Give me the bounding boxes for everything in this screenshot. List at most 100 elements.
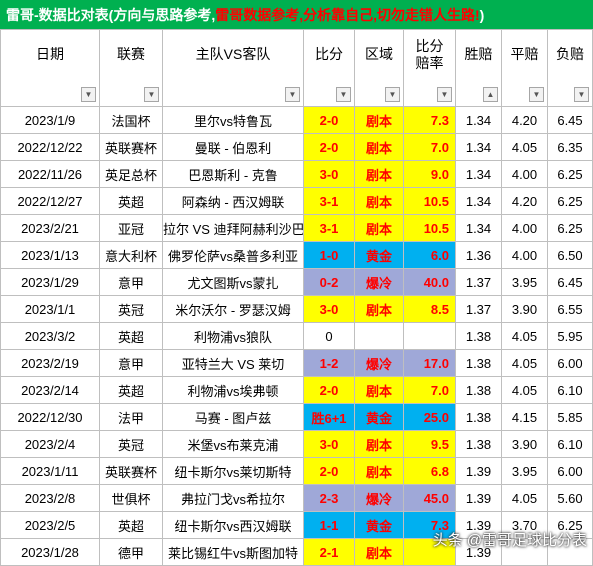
- cell-loss[interactable]: 6.25: [547, 511, 593, 539]
- cell-zone[interactable]: 黄金: [354, 403, 404, 431]
- cell-zone[interactable]: 剧本: [354, 106, 404, 134]
- cell-date[interactable]: 2022/11/26: [0, 160, 100, 188]
- cell-win[interactable]: 1.37: [455, 268, 502, 296]
- cell-league[interactable]: 意大利杯: [99, 241, 163, 269]
- cell-score[interactable]: 3-0: [303, 430, 355, 458]
- cell-league[interactable]: 英足总杯: [99, 160, 163, 188]
- cell-rate[interactable]: 7.3: [403, 511, 456, 539]
- cell-win[interactable]: 1.34: [455, 187, 502, 215]
- cell-date[interactable]: 2023/1/11: [0, 457, 100, 485]
- cell-rate[interactable]: 7.3: [403, 106, 456, 134]
- cell-rate[interactable]: [403, 322, 456, 350]
- cell-score[interactable]: 2-0: [303, 457, 355, 485]
- cell-match[interactable]: 阿森纳 - 西汉姆联: [162, 187, 304, 215]
- cell-zone[interactable]: 黄金: [354, 241, 404, 269]
- cell-win[interactable]: 1.38: [455, 376, 502, 404]
- dropdown-arrow-icon[interactable]: ▼: [385, 87, 400, 102]
- cell-score[interactable]: 2-1: [303, 538, 355, 566]
- cell-rate[interactable]: 8.5: [403, 295, 456, 323]
- cell-match[interactable]: 米堡vs布莱克浦: [162, 430, 304, 458]
- cell-rate[interactable]: 45.0: [403, 484, 456, 512]
- cell-score[interactable]: 3-1: [303, 214, 355, 242]
- cell-rate[interactable]: 6.8: [403, 457, 456, 485]
- cell-loss[interactable]: 6.25: [547, 214, 593, 242]
- cell-zone[interactable]: 剧本: [354, 160, 404, 188]
- cell-zone[interactable]: 剧本: [354, 457, 404, 485]
- cell-league[interactable]: 英超: [99, 187, 163, 215]
- cell-win[interactable]: 1.34: [455, 133, 502, 161]
- cell-score[interactable]: 0-2: [303, 268, 355, 296]
- cell-league[interactable]: 德甲: [99, 538, 163, 566]
- cell-league[interactable]: 英冠: [99, 430, 163, 458]
- cell-rate[interactable]: 9.0: [403, 160, 456, 188]
- header-date[interactable]: 日期 ▼: [0, 29, 100, 107]
- cell-date[interactable]: 2022/12/30: [0, 403, 100, 431]
- cell-draw[interactable]: 3.70: [501, 511, 548, 539]
- header-match[interactable]: 主队VS客队 ▼: [162, 29, 304, 107]
- cell-loss[interactable]: 6.25: [547, 187, 593, 215]
- cell-loss[interactable]: 5.60: [547, 484, 593, 512]
- dropdown-arrow-icon[interactable]: ▼: [285, 87, 300, 102]
- cell-draw[interactable]: 4.05: [501, 484, 548, 512]
- cell-date[interactable]: 2023/1/9: [0, 106, 100, 134]
- cell-league[interactable]: 英冠: [99, 295, 163, 323]
- cell-zone[interactable]: 剧本: [354, 133, 404, 161]
- dropdown-arrow-icon[interactable]: ▼: [336, 87, 351, 102]
- cell-draw[interactable]: 4.20: [501, 187, 548, 215]
- dropdown-arrow-icon[interactable]: ▼: [144, 87, 159, 102]
- cell-draw[interactable]: 4.05: [501, 322, 548, 350]
- dropdown-arrow-icon[interactable]: ▼: [437, 87, 452, 102]
- dropdown-arrow-icon[interactable]: ▼: [529, 87, 544, 102]
- cell-league[interactable]: 亚冠: [99, 214, 163, 242]
- cell-rate[interactable]: 7.0: [403, 133, 456, 161]
- cell-zone[interactable]: 剧本: [354, 187, 404, 215]
- cell-draw[interactable]: 4.05: [501, 133, 548, 161]
- cell-zone[interactable]: 黄金: [354, 511, 404, 539]
- cell-win[interactable]: 1.36: [455, 241, 502, 269]
- cell-score[interactable]: 1-2: [303, 349, 355, 377]
- cell-date[interactable]: 2023/2/21: [0, 214, 100, 242]
- cell-match[interactable]: 巴恩斯利 - 克鲁: [162, 160, 304, 188]
- cell-zone[interactable]: 剧本: [354, 376, 404, 404]
- cell-match[interactable]: 曼联 - 伯恩利: [162, 133, 304, 161]
- cell-draw[interactable]: 3.95: [501, 268, 548, 296]
- cell-rate[interactable]: 40.0: [403, 268, 456, 296]
- cell-draw[interactable]: 3.95: [501, 457, 548, 485]
- cell-loss[interactable]: 6.10: [547, 376, 593, 404]
- cell-date[interactable]: 2022/12/22: [0, 133, 100, 161]
- cell-loss[interactable]: 6.45: [547, 106, 593, 134]
- cell-score[interactable]: 2-3: [303, 484, 355, 512]
- cell-zone[interactable]: 爆冷: [354, 268, 404, 296]
- cell-draw[interactable]: 4.00: [501, 214, 548, 242]
- cell-match[interactable]: 里尔vs特鲁瓦: [162, 106, 304, 134]
- cell-date[interactable]: 2023/1/28: [0, 538, 100, 566]
- cell-league[interactable]: 英超: [99, 376, 163, 404]
- cell-loss[interactable]: 5.95: [547, 322, 593, 350]
- cell-draw[interactable]: 4.00: [501, 241, 548, 269]
- cell-win[interactable]: 1.34: [455, 160, 502, 188]
- cell-date[interactable]: 2023/2/14: [0, 376, 100, 404]
- cell-zone[interactable]: 剧本: [354, 430, 404, 458]
- cell-match[interactable]: 佛罗伦萨vs桑普多利亚: [162, 241, 304, 269]
- header-draw[interactable]: 平赔 ▼: [501, 29, 548, 107]
- cell-score[interactable]: 胜6+1: [303, 403, 355, 431]
- cell-league[interactable]: 法国杯: [99, 106, 163, 134]
- cell-match[interactable]: 利物浦vs埃弗顿: [162, 376, 304, 404]
- cell-rate[interactable]: 6.0: [403, 241, 456, 269]
- dropdown-arrow-icon[interactable]: ▼: [574, 87, 589, 102]
- cell-rate[interactable]: 10.5: [403, 214, 456, 242]
- cell-league[interactable]: 英联赛杯: [99, 457, 163, 485]
- cell-zone[interactable]: 爆冷: [354, 349, 404, 377]
- cell-match[interactable]: 弗拉门戈vs希拉尔: [162, 484, 304, 512]
- cell-league[interactable]: 意甲: [99, 349, 163, 377]
- cell-win[interactable]: 1.38: [455, 430, 502, 458]
- header-loss[interactable]: 负赔 ▼: [547, 29, 593, 107]
- sort-icon[interactable]: ▲: [483, 87, 498, 102]
- cell-match[interactable]: 纽卡斯尔vs莱切斯特: [162, 457, 304, 485]
- cell-zone[interactable]: 剧本: [354, 538, 404, 566]
- cell-date[interactable]: 2023/2/8: [0, 484, 100, 512]
- header-zone[interactable]: 区域 ▼: [354, 29, 404, 107]
- cell-league[interactable]: 英联赛杯: [99, 133, 163, 161]
- cell-rate[interactable]: 25.0: [403, 403, 456, 431]
- cell-loss[interactable]: 6.25: [547, 160, 593, 188]
